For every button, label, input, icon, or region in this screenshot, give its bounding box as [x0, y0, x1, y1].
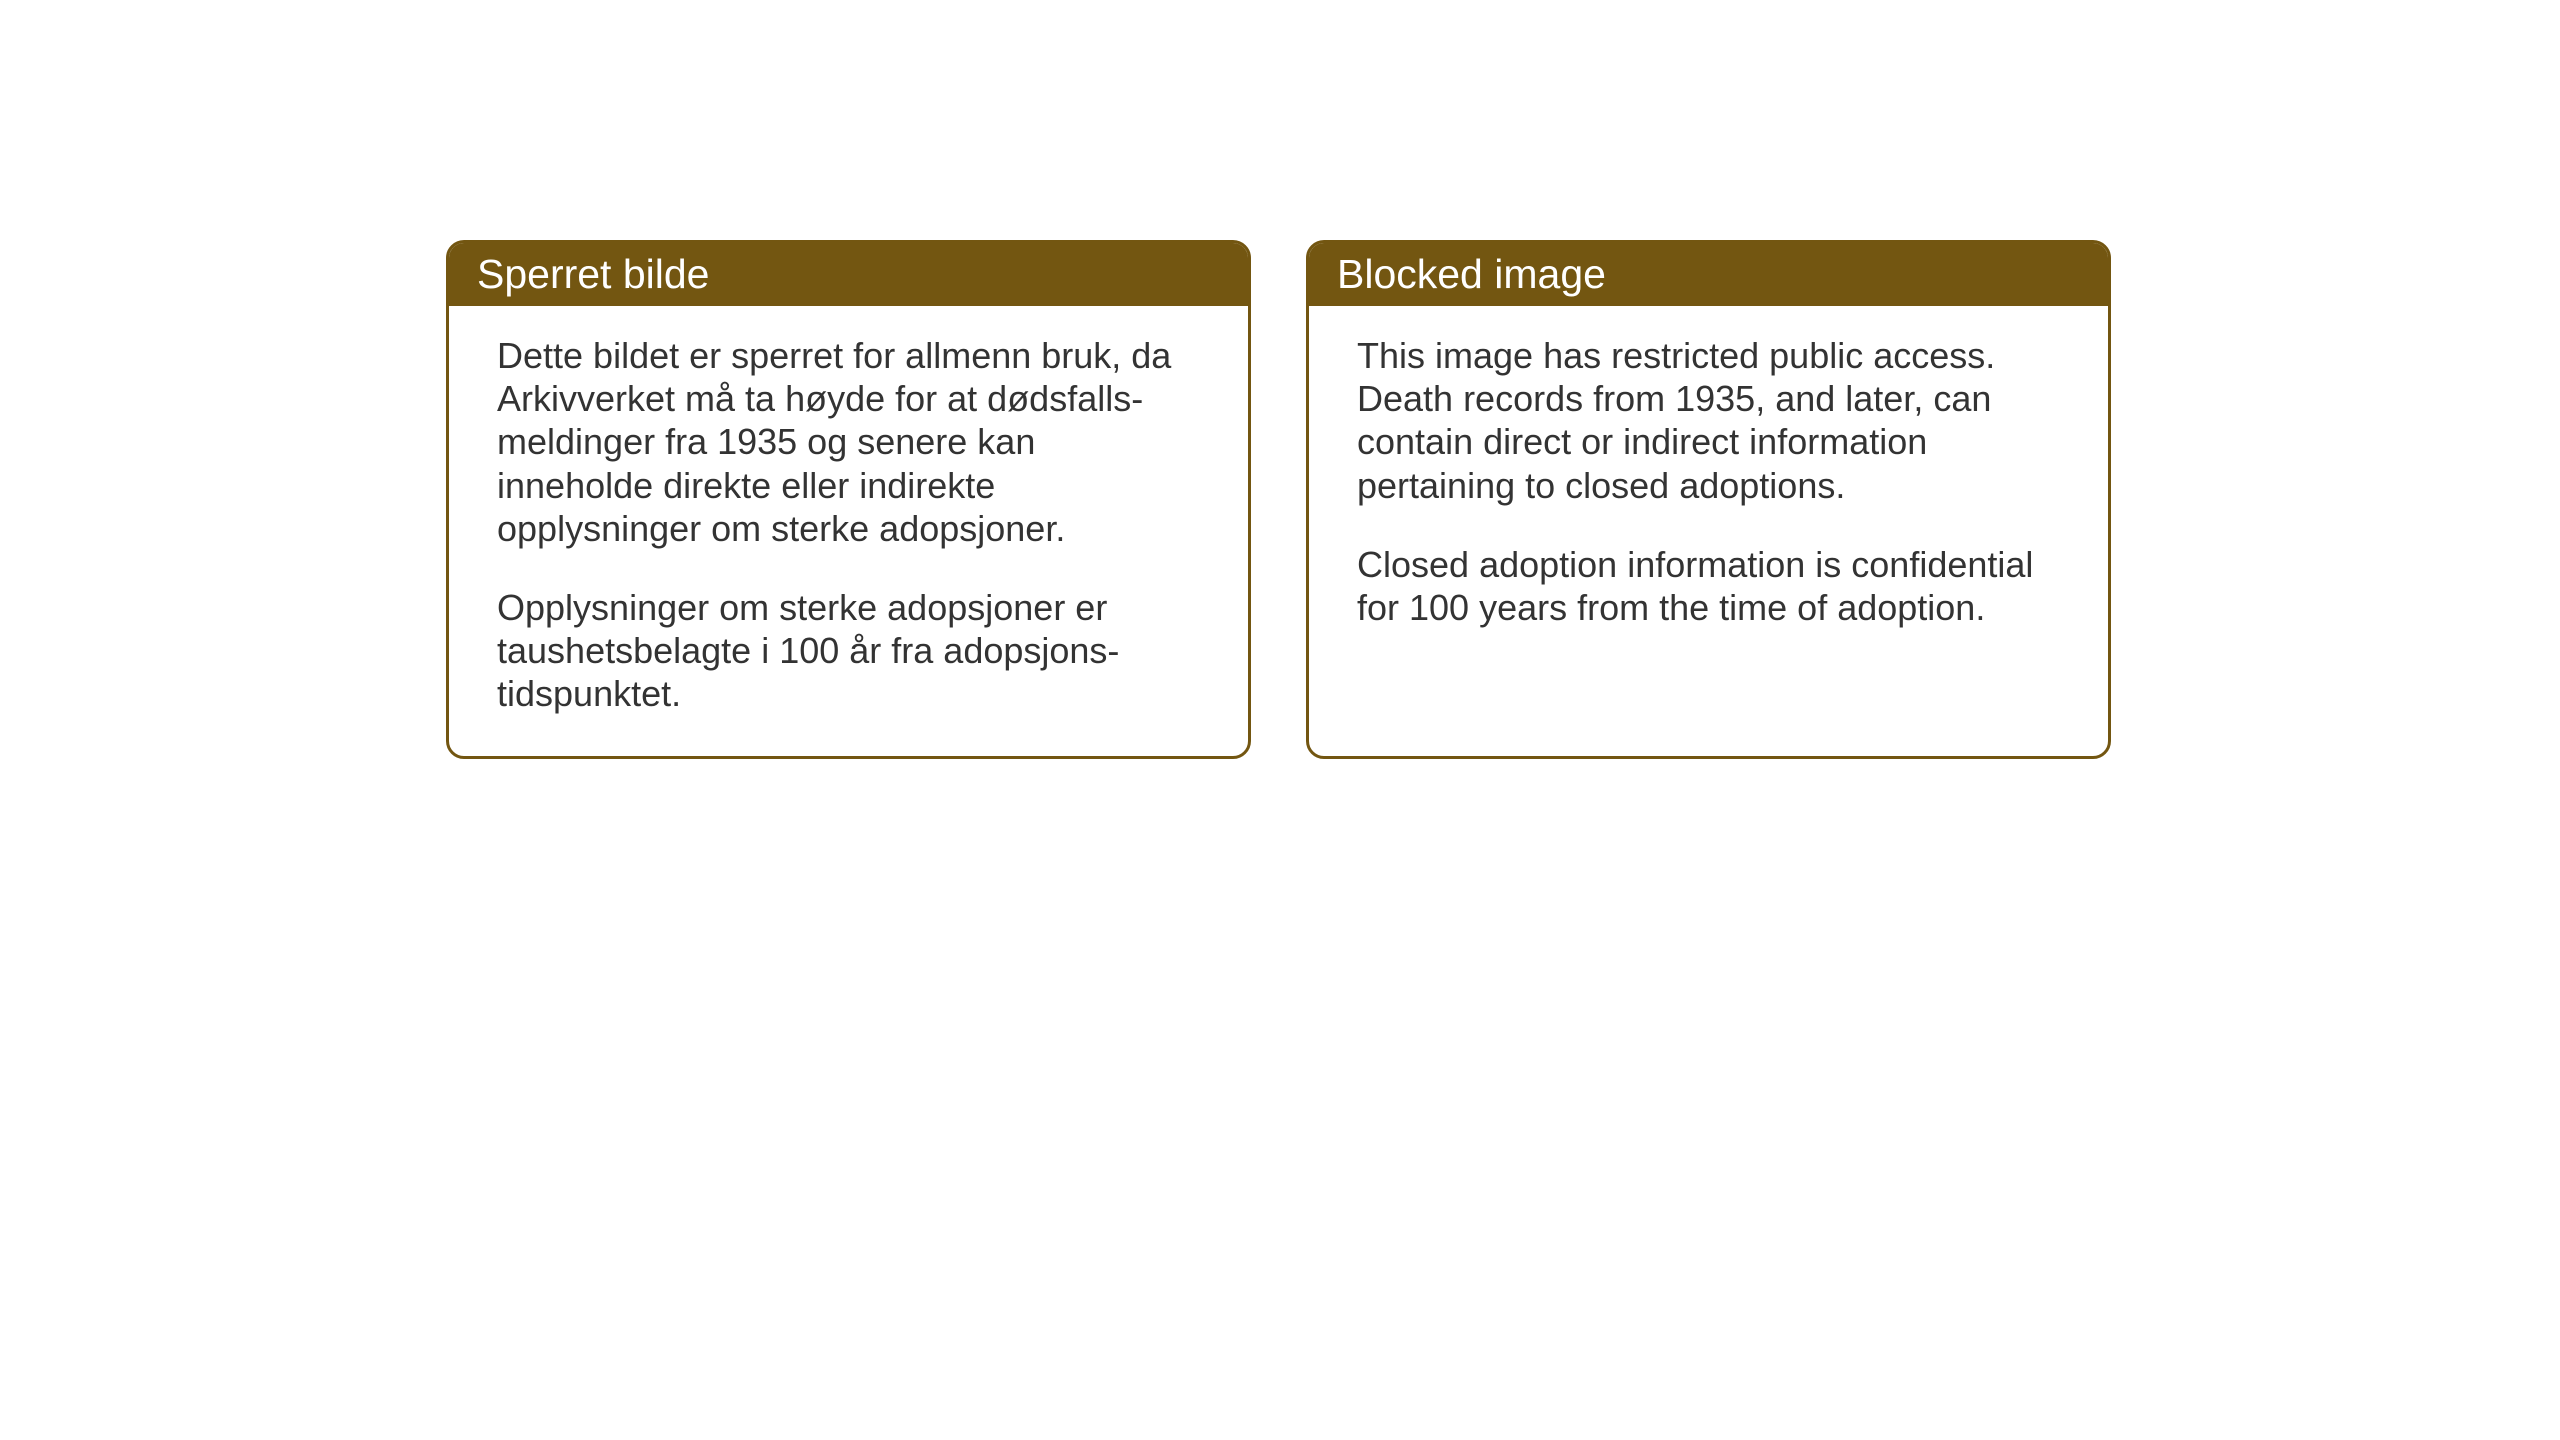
card-norwegian-header: Sperret bilde: [449, 243, 1248, 306]
card-english-header: Blocked image: [1309, 243, 2108, 306]
card-english-body: This image has restricted public access.…: [1309, 306, 2108, 669]
card-norwegian-body: Dette bildet er sperret for allmenn bruk…: [449, 306, 1248, 756]
cards-container: Sperret bilde Dette bildet er sperret fo…: [446, 240, 2111, 759]
card-norwegian-paragraph-1: Dette bildet er sperret for allmenn bruk…: [497, 334, 1200, 550]
card-english-paragraph-2: Closed adoption information is confident…: [1357, 543, 2060, 629]
card-english-paragraph-1: This image has restricted public access.…: [1357, 334, 2060, 507]
card-norwegian-paragraph-2: Opplysninger om sterke adopsjoner er tau…: [497, 586, 1200, 716]
card-english: Blocked image This image has restricted …: [1306, 240, 2111, 759]
card-norwegian: Sperret bilde Dette bildet er sperret fo…: [446, 240, 1251, 759]
